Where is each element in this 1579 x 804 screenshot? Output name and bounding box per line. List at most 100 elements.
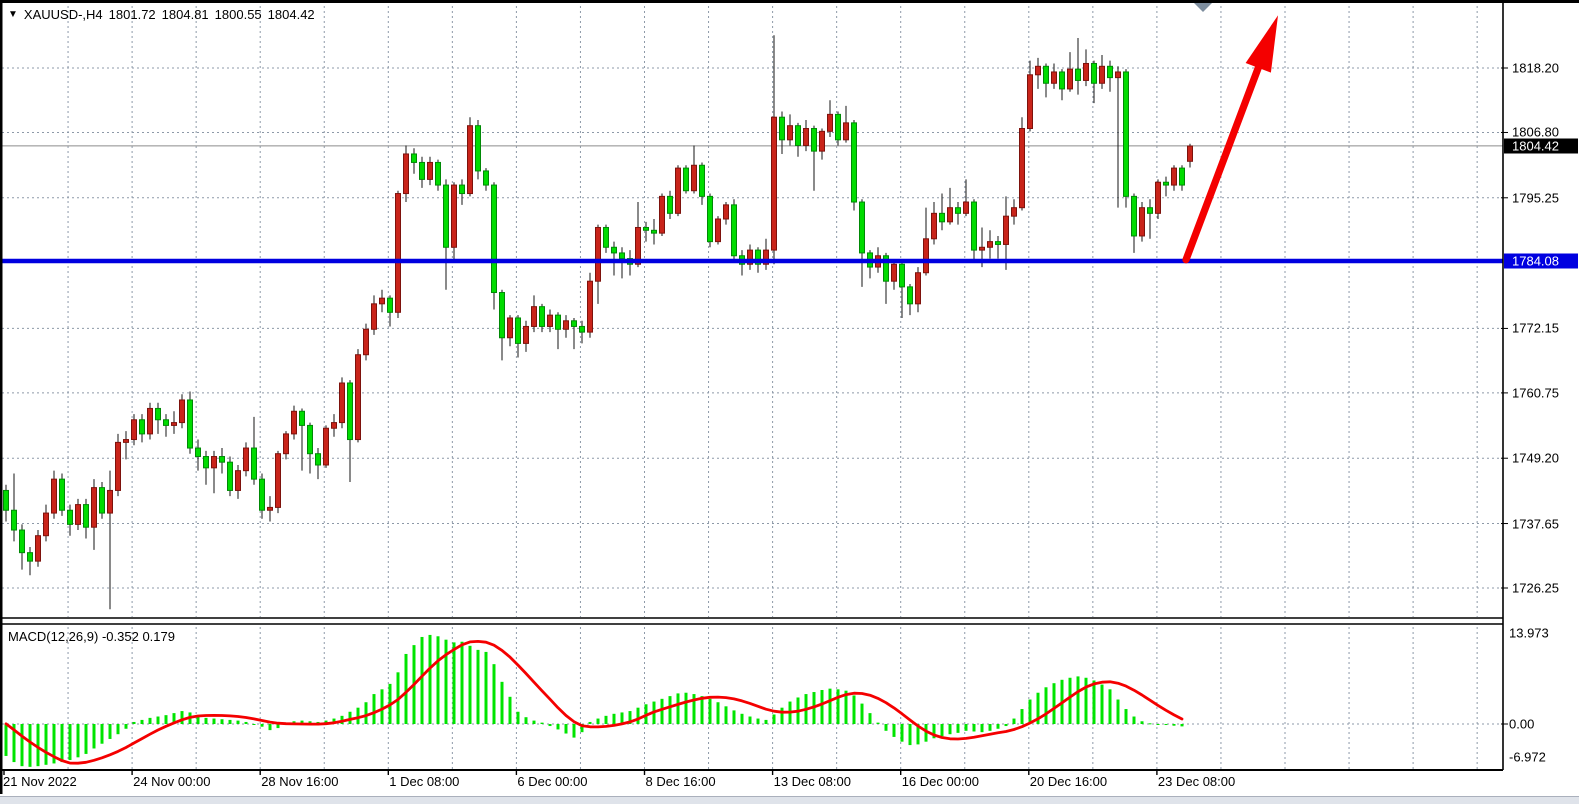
candle-body bbox=[131, 419, 137, 441]
candle-body bbox=[219, 456, 225, 463]
macd-bar bbox=[12, 724, 16, 763]
candle-bull bbox=[291, 405, 297, 440]
candle-body bbox=[363, 328, 369, 356]
candle-body bbox=[707, 195, 713, 243]
candle-bull bbox=[723, 202, 729, 225]
ohlc-readout: 1801.72 1804.81 1800.55 1804.42 bbox=[109, 7, 321, 22]
macd-bar bbox=[108, 724, 112, 739]
current-price-badge: 1804.42 bbox=[1504, 138, 1578, 154]
candle-bear bbox=[1131, 193, 1137, 253]
candle-body bbox=[427, 161, 433, 180]
macd-bar bbox=[540, 722, 544, 724]
macd-bar bbox=[756, 718, 760, 724]
macd-bar bbox=[220, 719, 224, 724]
candle-bear bbox=[67, 504, 73, 536]
macd-bar bbox=[932, 724, 936, 739]
candle-body bbox=[1059, 71, 1065, 90]
candle-body bbox=[283, 433, 289, 455]
pane-splitter[interactable] bbox=[0, 617, 1503, 625]
candle-bull bbox=[147, 402, 153, 440]
macd-bar bbox=[596, 718, 600, 724]
candle-bear bbox=[779, 111, 785, 154]
candle-body bbox=[779, 116, 785, 141]
macd-bar bbox=[556, 724, 560, 730]
candle-bear bbox=[315, 448, 321, 480]
macd-bar bbox=[1180, 724, 1184, 727]
macd-bar bbox=[52, 724, 56, 764]
candle-body bbox=[1011, 207, 1017, 217]
macd-bar bbox=[132, 721, 136, 724]
support-line-price-badge: 1784.08 bbox=[1504, 253, 1578, 269]
time-axis-label: 1 Dec 08:00 bbox=[389, 774, 460, 789]
candle-body bbox=[323, 427, 329, 466]
candle-bull bbox=[427, 156, 433, 186]
macd-indicator-label: MACD(12,26,9) -0.352 0.179 bbox=[8, 629, 175, 644]
candle-bear bbox=[299, 408, 305, 471]
candle-body bbox=[147, 407, 153, 435]
macd-bar bbox=[564, 724, 568, 734]
candle-body bbox=[99, 487, 105, 514]
macd-bar bbox=[1092, 680, 1096, 724]
candle-bull bbox=[987, 230, 993, 259]
candle-body bbox=[531, 306, 537, 327]
macd-bar bbox=[404, 653, 408, 724]
price-axis-label: 1760.75 bbox=[1512, 385, 1559, 401]
candle-bear bbox=[307, 422, 313, 474]
candle-bull bbox=[363, 323, 369, 361]
macd-bar bbox=[772, 714, 776, 724]
macd-bar bbox=[372, 694, 376, 724]
candle-body bbox=[539, 306, 545, 327]
macd-bar bbox=[1020, 709, 1024, 724]
candle-bear bbox=[227, 456, 233, 497]
candle-bear bbox=[907, 284, 913, 316]
candle-bull bbox=[1051, 63, 1057, 89]
candle-bear bbox=[811, 125, 817, 191]
candle-bear bbox=[1107, 60, 1113, 92]
candle-body bbox=[299, 410, 305, 426]
collapse-triangle-icon[interactable]: ▼ bbox=[8, 9, 18, 20]
candle-bull bbox=[467, 117, 473, 197]
candle-body bbox=[243, 447, 249, 472]
macd-bar bbox=[36, 724, 40, 767]
candle-body bbox=[115, 441, 121, 491]
candle-bear bbox=[83, 498, 89, 539]
candle-bull bbox=[1155, 179, 1161, 219]
candle-body bbox=[547, 314, 553, 327]
macd-bar bbox=[844, 690, 848, 724]
candle-bull bbox=[395, 190, 401, 318]
macd-bar bbox=[732, 710, 736, 724]
candle-body bbox=[1099, 65, 1105, 84]
candle-bull bbox=[947, 187, 953, 225]
candle-bear bbox=[99, 481, 105, 519]
candle-body bbox=[955, 207, 961, 214]
candle-bear bbox=[1123, 69, 1129, 208]
macd-bar bbox=[228, 719, 232, 724]
bottom-scroll-strip[interactable] bbox=[0, 796, 1579, 804]
candle-bear bbox=[155, 402, 161, 434]
macd-bar bbox=[204, 717, 208, 724]
candle-bull bbox=[1083, 49, 1089, 87]
candle-body bbox=[507, 317, 513, 339]
candle-body bbox=[571, 320, 577, 327]
candle-body bbox=[411, 153, 417, 163]
candle-body bbox=[339, 382, 345, 424]
border-top bbox=[0, 0, 1579, 3]
macd-bar bbox=[548, 724, 552, 727]
candle-bull bbox=[1019, 117, 1025, 211]
candle-body bbox=[675, 167, 681, 214]
candle-body bbox=[371, 303, 377, 330]
candle-bear bbox=[419, 156, 425, 188]
macd-bar bbox=[468, 645, 472, 724]
candle-bull bbox=[1027, 60, 1033, 132]
candle-bull bbox=[283, 431, 289, 460]
macd-bar bbox=[124, 724, 128, 729]
candle-body bbox=[315, 453, 321, 466]
candle-body bbox=[1019, 128, 1025, 209]
macd-bar bbox=[780, 707, 784, 724]
price-axis-label: 1795.25 bbox=[1512, 190, 1559, 206]
candle-bull bbox=[131, 414, 137, 446]
macd-bar bbox=[700, 696, 704, 724]
macd-bar bbox=[996, 724, 1000, 729]
